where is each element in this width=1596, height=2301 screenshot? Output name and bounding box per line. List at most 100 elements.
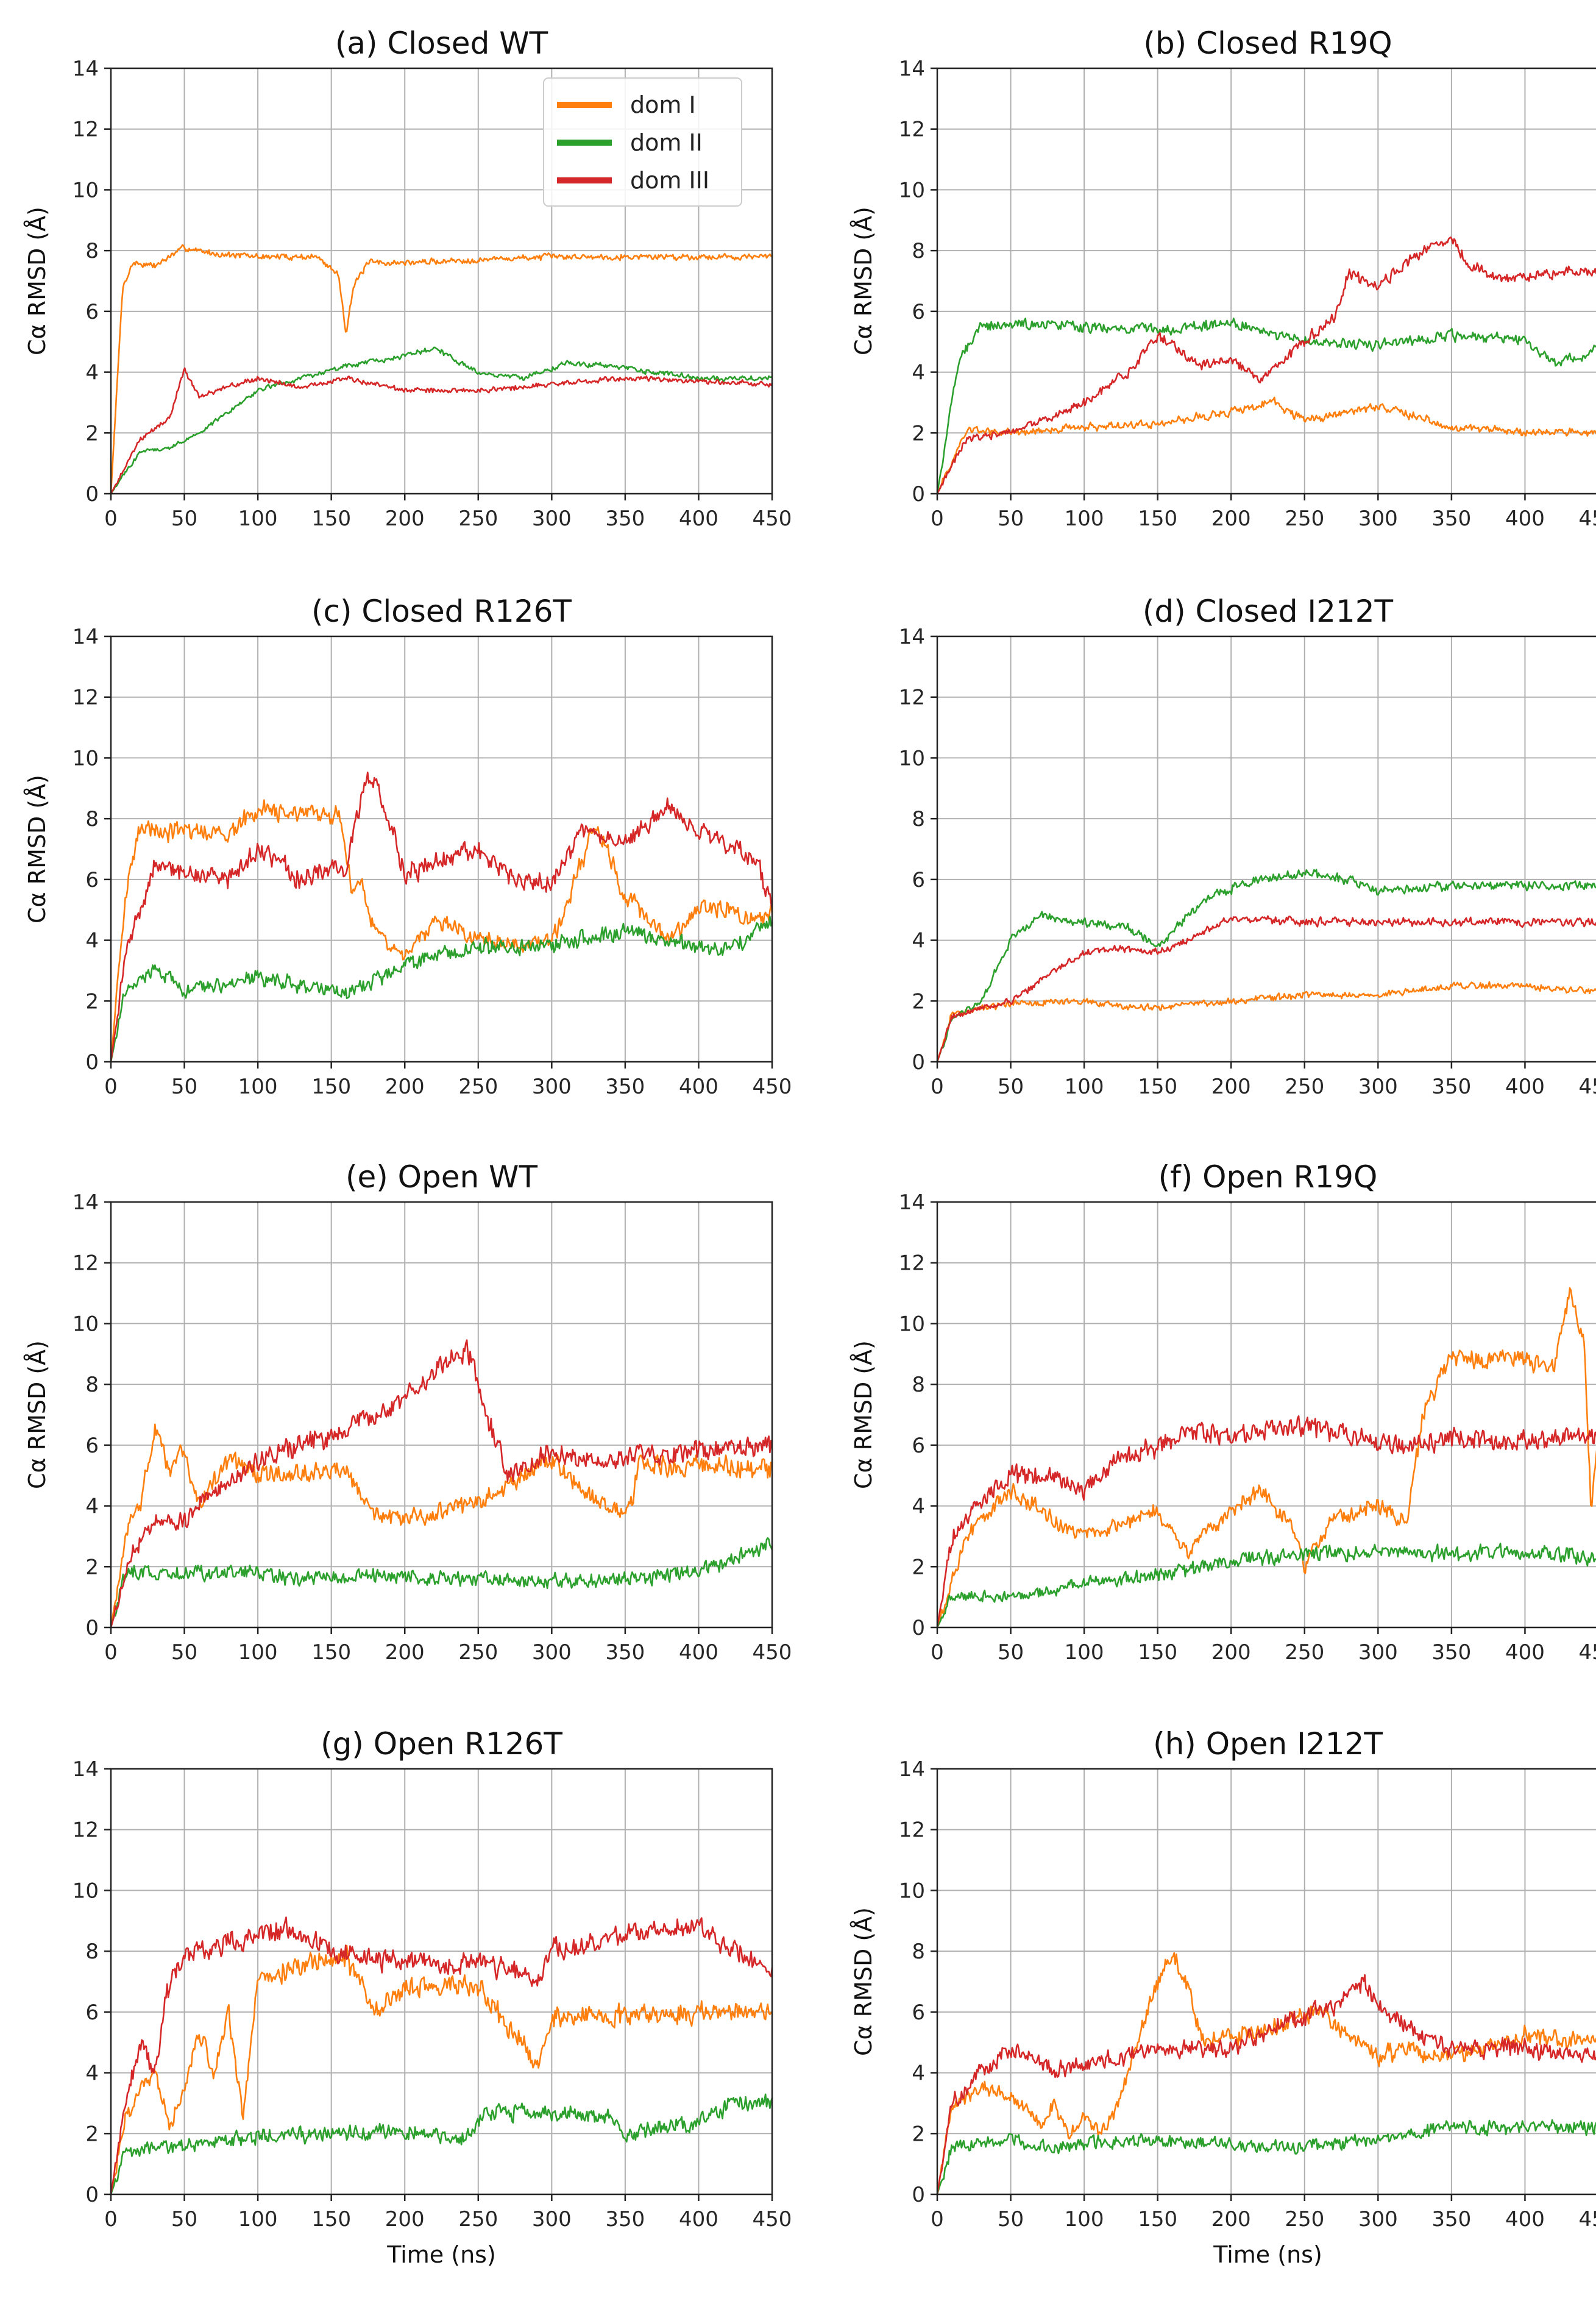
y-tick-label: 2 (912, 421, 925, 446)
x-tick-label: 350 (605, 2207, 645, 2232)
x-tick-label: 450 (1579, 1075, 1596, 1099)
x-tick-label: 400 (679, 507, 718, 531)
y-tick-label: 8 (85, 239, 99, 263)
x-tick-label: 200 (1211, 2207, 1251, 2232)
x-tick-label: 450 (753, 1640, 792, 1665)
y-axis-label: Cα RMSD (Å) (24, 1340, 51, 1489)
series-line-dom-ii (936, 2119, 1596, 2196)
y-tick-label: 14 (899, 1757, 925, 1782)
x-axis-label: Time (ns) (1213, 2241, 1322, 2268)
y-tick-label: 6 (912, 868, 925, 892)
x-tick-label: 300 (532, 1075, 572, 1099)
x-tick-label: 400 (679, 1075, 718, 1099)
x-tick-label: 200 (385, 1640, 425, 1665)
x-tick-label: 150 (311, 1640, 351, 1665)
x-tick-label: 100 (1065, 507, 1104, 531)
plot-frame (936, 635, 1596, 1063)
series-line-dom-i (110, 799, 773, 1063)
x-tick-label: 150 (1138, 1075, 1177, 1099)
y-tick-label: 4 (912, 2061, 925, 2086)
y-tick-label: 8 (912, 1373, 925, 1397)
y-tick-label: 0 (85, 1616, 99, 1640)
y-tick-label: 12 (899, 1251, 925, 1276)
x-tick-label: 150 (1138, 1640, 1177, 1665)
series-line-dom-i (110, 1944, 773, 2196)
x-tick-label: 400 (1505, 1075, 1545, 1099)
y-tick-label: 10 (899, 1312, 925, 1336)
panel-title: (f) Open R19Q (1158, 1159, 1378, 1195)
x-tick-label: 400 (679, 1640, 718, 1665)
series-line-dom-ii (110, 346, 773, 495)
x-tick-label: 200 (385, 1075, 425, 1099)
y-tick-label: 6 (85, 2000, 99, 2025)
y-tick-label: 8 (85, 1940, 99, 1964)
series-line-dom-ii (110, 2093, 773, 2196)
plot-frame (936, 67, 1596, 495)
y-tick-label: 4 (85, 1495, 99, 1519)
panel-title: (b) Closed R19Q (1143, 26, 1392, 61)
series-line-dom-ii (110, 916, 773, 1063)
panel-title: (h) Open I212T (1153, 1726, 1383, 1762)
x-tick-label: 50 (171, 507, 197, 531)
x-tick-label: 450 (1579, 507, 1596, 531)
panel-title: (c) Closed R126T (311, 594, 572, 629)
y-tick-label: 14 (73, 1190, 99, 1215)
y-tick-label: 0 (85, 2183, 99, 2207)
y-tick-label: 4 (85, 361, 99, 385)
x-tick-label: 450 (1579, 2207, 1596, 2232)
x-tick-label: 450 (1579, 1640, 1596, 1665)
x-tick-label: 350 (605, 1640, 645, 1665)
y-tick-label: 8 (85, 807, 99, 831)
chart-panel-2: 0 50 100 150 200 250 300 350 400 450 0 2 4 6 8 10 12 14 (b… (850, 26, 1596, 531)
y-tick-label: 10 (73, 178, 99, 202)
x-tick-label: 350 (605, 507, 645, 531)
x-tick-label: 0 (931, 1640, 944, 1665)
y-tick-label: 10 (899, 746, 925, 770)
y-tick-label: 14 (73, 1757, 99, 1782)
y-tick-label: 0 (85, 1050, 99, 1075)
x-tick-label: 200 (1211, 1640, 1251, 1665)
y-tick-label: 6 (85, 1434, 99, 1458)
x-tick-label: 50 (171, 1075, 197, 1099)
y-tick-label: 2 (85, 989, 99, 1014)
series-line-dom-iii (936, 1974, 1596, 2196)
y-axis-label: Cα RMSD (Å) (24, 775, 51, 923)
x-tick-label: 100 (1065, 1075, 1104, 1099)
x-tick-label: 0 (931, 507, 944, 531)
x-tick-label: 350 (1431, 507, 1471, 531)
y-tick-label: 12 (899, 118, 925, 142)
x-tick-label: 250 (458, 1075, 498, 1099)
x-tick-label: 400 (1505, 1640, 1545, 1665)
series-line-dom-i (936, 981, 1596, 1063)
x-tick-label: 300 (1358, 507, 1398, 531)
y-tick-label: 8 (85, 1373, 99, 1397)
y-tick-label: 14 (73, 625, 99, 649)
chart-panel-5: 0 50 100 150 200 250 300 350 400 450 0 2 4 6 8 10 12 14 (e… (24, 1159, 792, 1665)
y-tick-label: 10 (73, 1312, 99, 1336)
legend-label: dom III (630, 167, 709, 194)
series-line-dom-iii (936, 236, 1596, 495)
x-tick-label: 250 (458, 2207, 498, 2232)
series-line-dom-ii (936, 1542, 1596, 1629)
x-tick-label: 450 (753, 507, 792, 531)
x-tick-label: 0 (104, 1640, 118, 1665)
x-tick-label: 200 (385, 507, 425, 531)
y-tick-label: 0 (912, 1616, 925, 1640)
plot-frame (110, 67, 773, 495)
series-line-dom-i (110, 1423, 773, 1629)
series-line-dom-ii (936, 318, 1596, 495)
chart-panel-1: 0 50 100 150 200 250 300 350 400 450 0 2 4 6 8 10 12 14 (a… (24, 26, 792, 531)
y-tick-label: 0 (912, 482, 925, 507)
series-line-dom-iii (936, 915, 1596, 1063)
chart-panel-8: 0 50 100 150 200 250 300 350 400 450 0 2 4 6 8 10 12 14 (h… (850, 1726, 1596, 2268)
x-tick-label: 100 (1065, 2207, 1104, 2232)
series-line-dom-iii (936, 1415, 1596, 1629)
x-tick-label: 50 (998, 1640, 1024, 1665)
y-tick-label: 12 (899, 686, 925, 710)
x-tick-label: 100 (238, 1075, 278, 1099)
x-tick-label: 350 (1431, 2207, 1471, 2232)
legend-label: dom I (630, 91, 696, 118)
x-tick-label: 50 (171, 2207, 197, 2232)
x-tick-label: 350 (1431, 1075, 1471, 1099)
x-tick-label: 250 (458, 507, 498, 531)
